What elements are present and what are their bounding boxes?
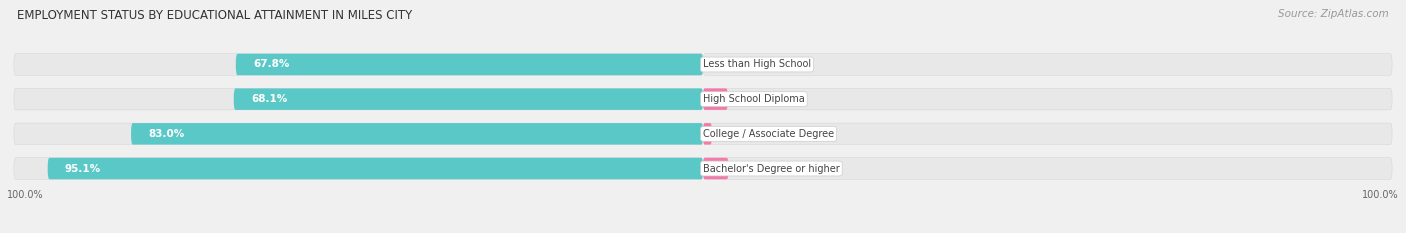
Text: 3.7%: 3.7% <box>738 164 765 174</box>
Text: EMPLOYMENT STATUS BY EDUCATIONAL ATTAINMENT IN MILES CITY: EMPLOYMENT STATUS BY EDUCATIONAL ATTAINM… <box>17 9 412 22</box>
FancyBboxPatch shape <box>703 158 1392 179</box>
FancyBboxPatch shape <box>14 158 703 179</box>
FancyBboxPatch shape <box>236 54 703 75</box>
Text: 95.1%: 95.1% <box>65 164 101 174</box>
Text: 100.0%: 100.0% <box>7 190 44 200</box>
FancyBboxPatch shape <box>233 88 703 110</box>
FancyBboxPatch shape <box>703 158 728 179</box>
Text: 100.0%: 100.0% <box>1362 190 1399 200</box>
FancyBboxPatch shape <box>14 88 703 110</box>
FancyBboxPatch shape <box>703 123 711 145</box>
Text: College / Associate Degree: College / Associate Degree <box>703 129 834 139</box>
Text: 3.6%: 3.6% <box>738 94 765 104</box>
FancyBboxPatch shape <box>48 158 703 179</box>
FancyBboxPatch shape <box>14 54 703 75</box>
Text: Source: ZipAtlas.com: Source: ZipAtlas.com <box>1278 9 1389 19</box>
FancyBboxPatch shape <box>703 123 1392 145</box>
Text: 1.3%: 1.3% <box>723 129 749 139</box>
FancyBboxPatch shape <box>131 123 703 145</box>
Text: 68.1%: 68.1% <box>250 94 287 104</box>
Text: Bachelor's Degree or higher: Bachelor's Degree or higher <box>703 164 839 174</box>
FancyBboxPatch shape <box>703 88 728 110</box>
Text: High School Diploma: High School Diploma <box>703 94 804 104</box>
FancyBboxPatch shape <box>14 123 703 145</box>
FancyBboxPatch shape <box>703 88 1392 110</box>
Text: 0.0%: 0.0% <box>717 59 742 69</box>
Text: Less than High School: Less than High School <box>703 59 811 69</box>
Text: 67.8%: 67.8% <box>253 59 290 69</box>
Text: 83.0%: 83.0% <box>148 129 184 139</box>
FancyBboxPatch shape <box>703 54 1392 75</box>
